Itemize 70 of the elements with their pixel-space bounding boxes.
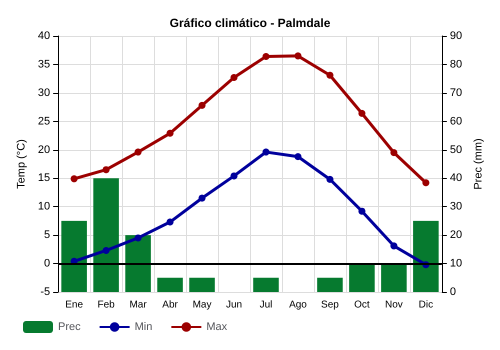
point	[262, 148, 270, 156]
point	[358, 110, 366, 117]
bar	[189, 278, 215, 292]
bar	[93, 178, 119, 292]
point	[262, 52, 270, 60]
x-tick-label: Feb	[97, 300, 116, 310]
y2-axis-title: Prec (mm)	[472, 138, 484, 190]
x-tick-label: Oct	[354, 300, 370, 310]
point	[326, 72, 334, 79]
x-tick-label: Sep	[321, 300, 340, 310]
x-tick-label: Nov	[385, 300, 403, 310]
bar	[349, 264, 375, 292]
y2-tick-label: 60	[450, 115, 462, 128]
bar	[413, 220, 439, 292]
y2-tick-label: 90	[450, 30, 462, 42]
bar	[317, 278, 343, 292]
point	[294, 52, 302, 60]
point	[326, 176, 334, 183]
point	[166, 218, 174, 226]
y2-tick-label: 80	[450, 58, 462, 70]
y-tick-label: 5	[44, 229, 50, 242]
x-tick-label: Ene	[65, 300, 84, 310]
point	[230, 172, 238, 180]
y-tick-label: 35	[38, 58, 50, 70]
legend-label: Prec	[58, 321, 82, 333]
chart-title: Gráfico climático - Palmdale	[170, 16, 331, 30]
point	[198, 102, 206, 109]
x-tick-label: Ago	[289, 300, 308, 310]
y-tick-label: 25	[38, 115, 50, 128]
y2-tick-label: 0	[450, 286, 456, 298]
x-tick-label: Jul	[260, 300, 272, 310]
y2-tick-label: 30	[450, 200, 462, 213]
y-tick-label: 0	[44, 258, 50, 270]
y2-tick-label: 10	[450, 258, 462, 270]
point	[102, 246, 110, 254]
point	[70, 175, 78, 182]
bar	[381, 264, 407, 292]
bar	[125, 235, 151, 292]
x-tick-label: May	[192, 300, 212, 310]
y-tick-label: 20	[38, 144, 50, 156]
point	[134, 148, 142, 156]
y-tick-label: 10	[38, 200, 50, 213]
point	[390, 242, 398, 250]
y-axis-title: Temp (°C)	[16, 139, 28, 189]
point	[198, 194, 206, 202]
point	[422, 179, 430, 186]
x-tick-label: Abr	[162, 300, 179, 310]
bar	[61, 220, 87, 292]
bar	[157, 278, 183, 292]
bar	[253, 278, 279, 292]
y-tick-label: 30	[38, 86, 50, 99]
point	[134, 234, 142, 242]
point	[166, 130, 174, 137]
y2-tick-label: 70	[450, 86, 462, 99]
y-tick-label: 40	[38, 30, 50, 42]
point	[230, 74, 238, 82]
y2-tick-label: 40	[450, 172, 462, 184]
point	[294, 153, 302, 160]
y2-tick-label: 20	[450, 229, 462, 242]
y2-tick-label: 50	[450, 144, 462, 156]
legend-label: Min	[134, 321, 152, 333]
point	[358, 208, 366, 215]
x-tick-label: Mar	[129, 300, 148, 310]
legend-label: Max	[206, 321, 228, 333]
y-tick-label: -5	[40, 286, 50, 298]
x-tick-label: Dic	[418, 300, 434, 310]
y-tick-label: 15	[38, 172, 50, 184]
point	[390, 149, 398, 156]
point	[102, 166, 110, 174]
x-tick-label: Jun	[226, 300, 242, 310]
